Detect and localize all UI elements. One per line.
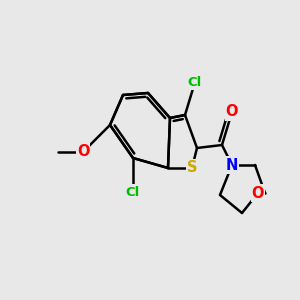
Text: O: O xyxy=(77,145,89,160)
Text: S: S xyxy=(187,160,197,175)
Text: O: O xyxy=(226,104,238,119)
Text: Cl: Cl xyxy=(126,185,140,199)
Text: Cl: Cl xyxy=(188,76,202,88)
Text: O: O xyxy=(252,185,264,200)
Text: N: N xyxy=(226,158,238,172)
